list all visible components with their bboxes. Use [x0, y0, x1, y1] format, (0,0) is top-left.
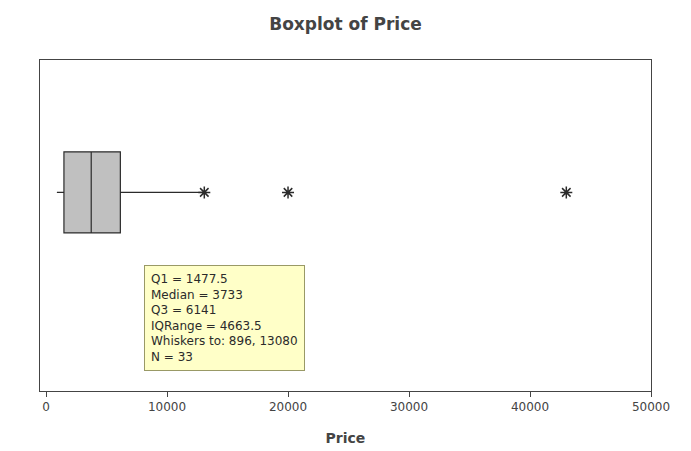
svg-text:50000: 50000 [632, 400, 670, 414]
svg-text:20000: 20000 [269, 400, 307, 414]
svg-text:10000: 10000 [148, 400, 186, 414]
svg-text:30000: 30000 [390, 400, 428, 414]
svg-text:40000: 40000 [511, 400, 549, 414]
svg-text:Q1 = 1477.5Median = 3733Q3 = 6: Q1 = 1477.5Median = 3733Q3 = 6141IQRange… [151, 272, 298, 364]
svg-text:Price: Price [326, 430, 366, 446]
svg-text:0: 0 [42, 400, 50, 414]
svg-text:Boxplot of Price: Boxplot of Price [269, 14, 422, 34]
